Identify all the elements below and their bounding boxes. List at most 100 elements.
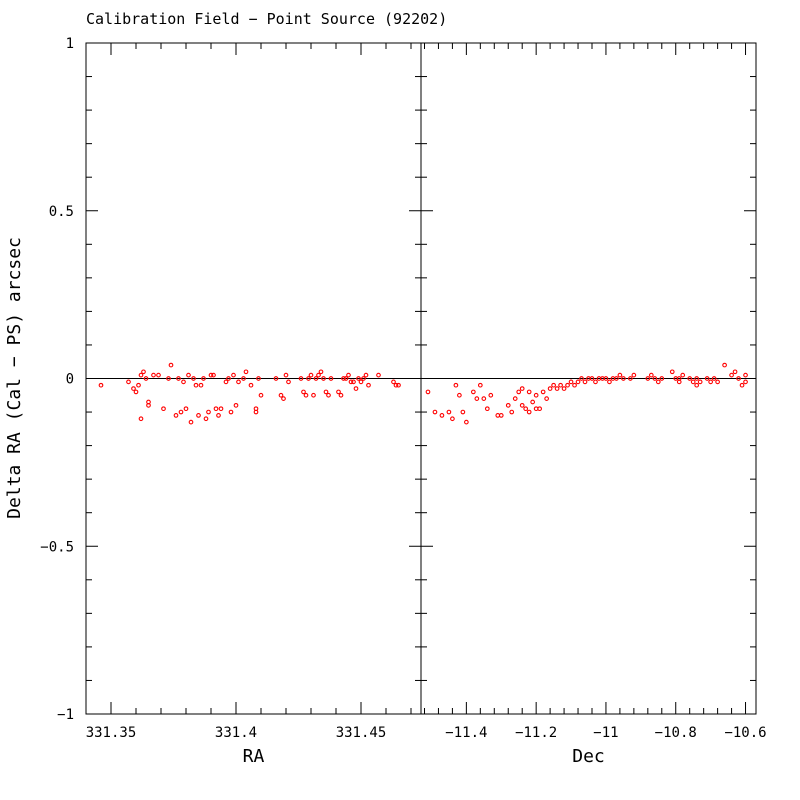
data-point (286, 379, 291, 385)
data-point (168, 362, 174, 368)
data-point (470, 389, 476, 395)
data-point (201, 376, 206, 381)
data-point (655, 379, 661, 385)
data-point (474, 396, 480, 401)
data-point (617, 372, 623, 378)
data-point (544, 396, 549, 401)
data-point (328, 376, 334, 381)
data-point (464, 419, 469, 425)
y-axis-label: Delta RA (Cal − PS) arcsec (4, 237, 25, 519)
data-point (652, 376, 658, 381)
data-point (743, 372, 748, 378)
data-point (278, 392, 284, 398)
data-point (391, 379, 396, 385)
data-point (736, 376, 741, 381)
data-point (614, 376, 619, 381)
data-point (648, 372, 654, 378)
data-point (223, 379, 229, 385)
data-point (206, 409, 211, 415)
data-point (523, 406, 529, 412)
data-point (318, 369, 324, 375)
data-point (722, 362, 727, 368)
data-point (512, 396, 518, 401)
x-axis-label: Dec (572, 746, 605, 767)
data-point (166, 376, 171, 381)
data-point (161, 406, 166, 412)
data-point (341, 376, 346, 381)
data-point (477, 382, 483, 388)
data-point (526, 389, 532, 395)
data-point (188, 419, 194, 425)
x-tick-label: 331.4 (215, 725, 257, 741)
data-point (732, 369, 738, 375)
data-point (316, 372, 321, 378)
data-point (226, 376, 231, 381)
data-point (231, 372, 236, 378)
data-point (603, 376, 609, 381)
data-point (366, 382, 371, 388)
data-point (715, 379, 720, 385)
data-point (519, 402, 525, 408)
data-point (351, 379, 356, 385)
data-point (554, 386, 560, 391)
data-point (533, 392, 539, 398)
data-point (216, 413, 221, 418)
data-point (739, 382, 745, 388)
data-point (396, 382, 401, 388)
data-point (151, 372, 156, 378)
chart-panels: −1 −0.5 0 0.5 1 331.35 331.4 331.45 RA −11.4 −11.2… (40, 36, 766, 767)
data-point (218, 406, 224, 412)
data-point (173, 413, 179, 418)
data-point (363, 372, 369, 378)
data-point (138, 416, 144, 422)
data-point (572, 382, 577, 388)
data-point (697, 379, 703, 385)
data-point (306, 376, 311, 381)
data-point (593, 379, 598, 385)
data-point (432, 409, 438, 415)
y-tick-label: 0 (66, 372, 74, 388)
y-tick-label: −0.5 (40, 539, 74, 555)
data-point (676, 376, 682, 381)
x-tick-label: 331.45 (336, 725, 387, 741)
data-point (579, 376, 584, 381)
data-point (481, 396, 487, 401)
data-point (326, 392, 331, 398)
data-point (558, 382, 563, 388)
data-point (196, 413, 201, 418)
data-point (358, 379, 364, 385)
data-point (178, 409, 184, 415)
data-point (323, 389, 329, 395)
data-point (191, 376, 196, 381)
x-tick-label: −11 (593, 725, 618, 741)
x-tick-label: −11.2 (515, 725, 557, 741)
data-point (338, 392, 344, 398)
data-point (281, 396, 286, 401)
data-point (353, 386, 359, 391)
data-point (631, 372, 637, 378)
data-point (348, 379, 354, 385)
data-point (343, 376, 349, 381)
data-point (505, 402, 511, 408)
data-points (425, 362, 748, 425)
data-point (143, 376, 149, 381)
data-point (133, 389, 139, 395)
data-point (729, 372, 734, 378)
data-point (236, 379, 241, 385)
data-point (645, 376, 651, 381)
panel-dec: −11.4 −11.2 −11 −10.8 −10.6 Dec (420, 42, 767, 767)
data-point (565, 382, 570, 388)
data-point (530, 399, 536, 405)
data-point (439, 413, 445, 418)
data-point (301, 389, 306, 395)
data-point (233, 402, 239, 408)
data-point (743, 379, 748, 385)
data-point (186, 372, 191, 378)
data-point (126, 379, 131, 385)
data-point (621, 376, 626, 381)
data-point (711, 376, 717, 381)
data-point (213, 406, 219, 412)
data-point (211, 372, 216, 378)
data-point (356, 376, 361, 381)
